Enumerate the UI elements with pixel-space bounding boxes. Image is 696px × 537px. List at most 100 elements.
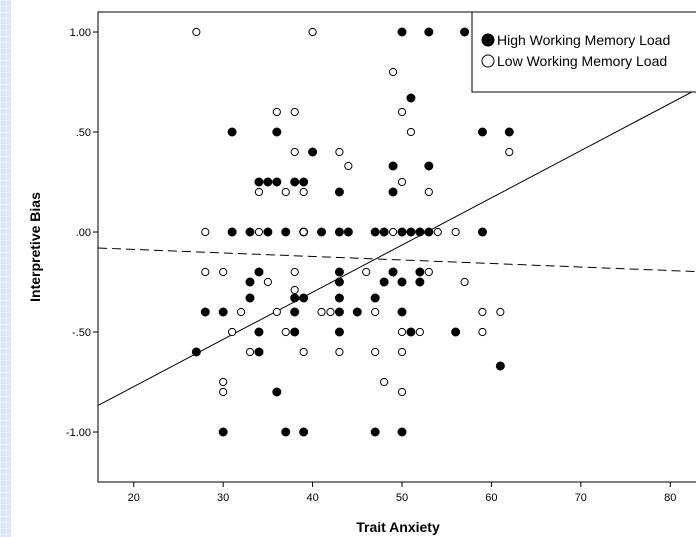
data-point-low-load — [263, 277, 272, 287]
x-tick-label: 80 — [664, 492, 676, 504]
data-point-low-load — [254, 227, 264, 237]
data-point-low-load — [433, 227, 442, 237]
data-point-low-load — [281, 327, 290, 337]
data-point-high-load — [379, 277, 389, 287]
data-point-high-load — [245, 293, 255, 303]
data-point-low-load — [478, 327, 487, 337]
data-point-low-load — [308, 27, 317, 37]
data-point-high-load — [352, 307, 362, 317]
data-point-low-load — [380, 377, 389, 387]
data-point-high-load — [370, 293, 380, 303]
data-point-low-load — [236, 307, 246, 317]
data-point-low-load — [299, 227, 308, 237]
data-point-low-load — [201, 227, 210, 237]
data-point-low-load — [397, 347, 407, 357]
x-tick-label: 40 — [306, 492, 318, 504]
x-tick-label: 50 — [396, 492, 408, 504]
data-point-high-load — [227, 227, 237, 237]
data-point-low-load — [272, 307, 281, 317]
data-point-high-load — [299, 293, 309, 303]
y-tick-label: -1.00 — [66, 427, 91, 439]
data-point-low-load — [335, 147, 344, 157]
data-point-low-load — [388, 67, 398, 77]
data-point-low-load — [362, 267, 371, 277]
data-point-low-load — [415, 327, 424, 337]
data-point-high-load — [290, 327, 300, 337]
data-point-low-load — [326, 307, 335, 317]
data-point-low-load — [290, 107, 299, 117]
data-point-high-load — [290, 307, 300, 317]
y-axis: 1.00 .50 .00 -.50 -1.00 — [66, 27, 98, 439]
data-point-high-load — [406, 93, 416, 103]
data-point-high-load — [334, 293, 344, 303]
data-point-low-load — [505, 147, 514, 157]
data-point-high-load — [254, 327, 264, 337]
data-point-low-load — [397, 177, 407, 187]
legend-open-circle-icon — [481, 54, 495, 68]
data-point-high-load — [290, 293, 300, 303]
legend-label-high-load: High Working Memory Load — [497, 32, 670, 48]
x-tick-label: 60 — [485, 492, 497, 504]
data-point-low-load — [460, 277, 469, 287]
data-point-high-load — [272, 387, 282, 397]
data-point-high-load — [388, 267, 398, 277]
data-point-low-load — [406, 127, 416, 137]
data-point-high-load — [370, 427, 380, 437]
data-point-low-load — [478, 307, 487, 317]
data-point-high-load — [281, 427, 291, 437]
data-point-high-load — [218, 427, 228, 437]
data-point-high-load — [254, 267, 264, 277]
x-tick-label: 30 — [217, 492, 229, 504]
data-point-high-load — [334, 267, 344, 277]
data-point-low-load — [371, 347, 380, 357]
data-point-low-load — [219, 267, 228, 277]
data-point-low-load — [290, 267, 299, 277]
data-point-low-load — [388, 227, 398, 237]
data-point-high-load — [397, 307, 407, 317]
data-points — [191, 27, 514, 437]
data-point-high-load — [343, 227, 353, 237]
data-point-high-load — [379, 227, 389, 237]
y-tick-label: 1.00 — [70, 27, 91, 39]
data-point-high-load — [334, 307, 344, 317]
data-point-high-load — [245, 227, 255, 237]
data-point-high-load — [406, 227, 416, 237]
data-point-high-load — [317, 227, 327, 237]
data-point-high-load — [397, 227, 407, 237]
data-point-low-load — [219, 387, 228, 397]
data-point-low-load — [335, 347, 344, 357]
data-point-high-load — [334, 327, 344, 337]
data-point-low-load — [397, 107, 407, 117]
data-point-low-load — [228, 327, 237, 337]
data-point-high-load — [397, 27, 407, 37]
data-point-low-load — [281, 187, 290, 197]
data-point-high-load — [334, 277, 344, 287]
data-point-high-load — [254, 177, 264, 187]
data-point-low-load — [397, 387, 407, 397]
data-point-high-load — [477, 127, 487, 137]
data-point-high-load — [191, 347, 201, 357]
data-point-low-load — [344, 161, 353, 171]
y-axis-title: Interpretive Bias — [27, 192, 43, 302]
data-point-low-load — [371, 307, 380, 317]
x-tick-label: 20 — [128, 492, 140, 504]
data-point-high-load — [495, 361, 505, 371]
legend-label-low-load: Low Working Memory Load — [497, 53, 667, 69]
y-tick-label: .00 — [76, 227, 91, 239]
data-point-high-load — [272, 127, 282, 137]
data-point-high-load — [477, 227, 487, 237]
data-point-low-load — [317, 307, 326, 317]
data-point-high-load — [397, 427, 407, 437]
data-point-low-load — [272, 107, 281, 117]
data-point-high-load — [388, 187, 398, 197]
data-point-low-load — [245, 347, 255, 357]
data-point-low-load — [201, 267, 210, 277]
data-point-high-load — [415, 227, 425, 237]
data-point-high-load — [299, 427, 309, 437]
data-point-high-load — [272, 177, 282, 187]
fit-line-high-load — [97, 89, 696, 406]
data-point-high-load — [334, 227, 344, 237]
data-point-low-load — [219, 377, 228, 387]
y-tick-label: .50 — [76, 127, 91, 139]
